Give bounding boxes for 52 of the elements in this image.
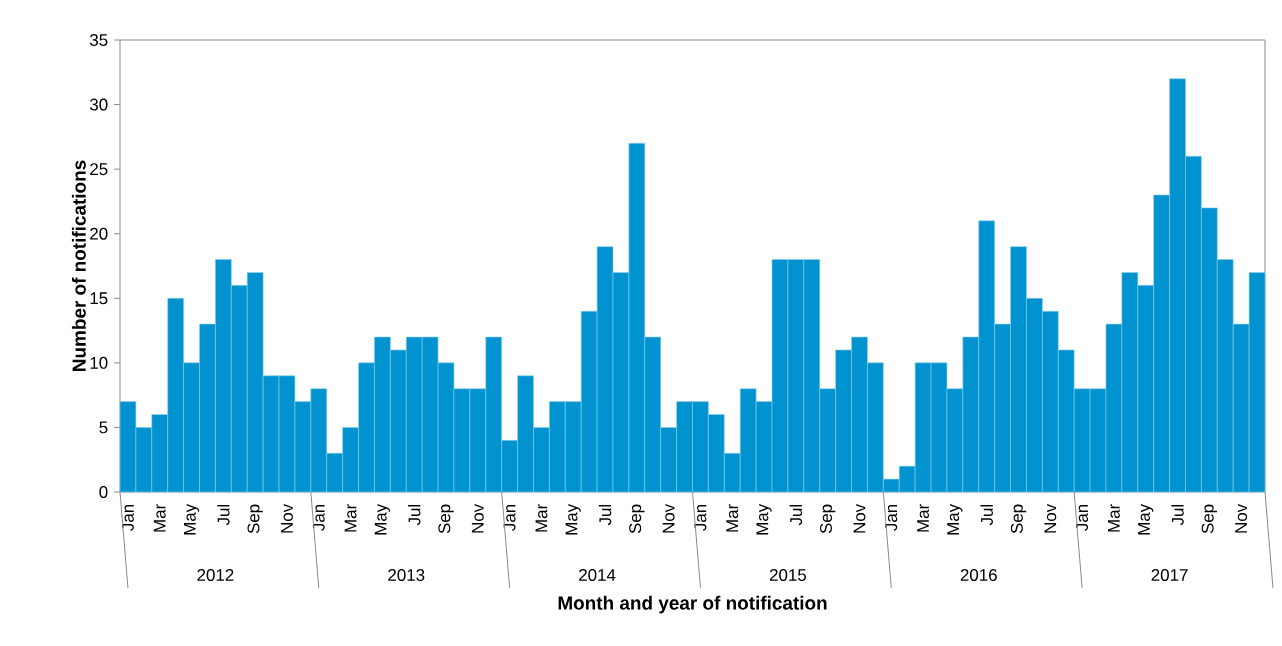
x-tick-label: Nov <box>1235 503 1248 533</box>
y-tick-label: 25 <box>90 163 108 176</box>
x-tick-label: Sep <box>1010 504 1027 534</box>
x-tick-label: Jan <box>122 504 134 531</box>
x-axis-title: Month and year of notification <box>558 595 827 614</box>
x-tick-label: Jan <box>312 504 325 531</box>
x-tick-label: Nov <box>281 503 293 533</box>
x-tick-label: Jan <box>694 504 707 531</box>
x-tick-label: May <box>947 503 963 535</box>
x-tick-label: Mar <box>153 504 166 532</box>
y-tick-label: 15 <box>90 292 108 305</box>
x-tick-label: Mar <box>535 504 548 532</box>
x-tick-label: Jul <box>217 504 230 526</box>
x-tick-label: May <box>756 503 772 535</box>
x-tick-label: Jul <box>789 504 803 526</box>
x-tick-label: Nov <box>1044 503 1057 533</box>
x-tick-label: May <box>183 503 200 535</box>
y-tick-label: 35 <box>89 34 108 46</box>
y-tick-label: 5 <box>99 421 108 434</box>
x-tick-label: Sep <box>820 504 836 534</box>
y-tick-label: 10 <box>90 356 108 369</box>
text: 2017 <box>1151 569 1188 581</box>
y-axis-title: Number of notifications <box>71 160 86 371</box>
text: 2013 <box>388 569 425 581</box>
x-tick-label: Jul <box>598 504 612 526</box>
x-tick-label: Mar <box>917 504 930 532</box>
y-tick-label: 20 <box>90 227 108 240</box>
x-tick-label: Jul <box>980 504 993 526</box>
x-tick-label: Nov <box>662 503 675 533</box>
x-tick-label: Jul <box>407 504 421 526</box>
y-tick-label: 0 <box>99 486 108 498</box>
x-tick-label: May <box>565 503 581 535</box>
x-tick-label: Jan <box>885 504 898 531</box>
x-tick-label: Sep <box>629 504 645 534</box>
x-tick-label: Sep <box>247 504 263 534</box>
x-tick-label: Nov <box>853 503 866 533</box>
x-tick-label: May <box>1138 503 1154 535</box>
x-tick-label: Jan <box>1076 504 1089 531</box>
x-tick-label: Sep <box>438 504 454 534</box>
y-tick-label: 30 <box>89 98 108 111</box>
x-tick-label: Mar <box>726 504 739 532</box>
text: 2012 <box>197 569 234 581</box>
x-tick-label: Jan <box>503 504 516 531</box>
x-tick-label: Mar <box>344 504 357 532</box>
text: 2016 <box>960 569 997 581</box>
x-tick-label: Jul <box>1171 504 1184 526</box>
x-tick-label: Mar <box>1108 504 1120 532</box>
x-tick-label: May <box>374 503 390 535</box>
x-tick-label: Sep <box>1201 504 1218 534</box>
x-tick-label: Nov <box>471 503 484 533</box>
text: 2014 <box>579 569 616 581</box>
text: 2015 <box>769 569 807 581</box>
